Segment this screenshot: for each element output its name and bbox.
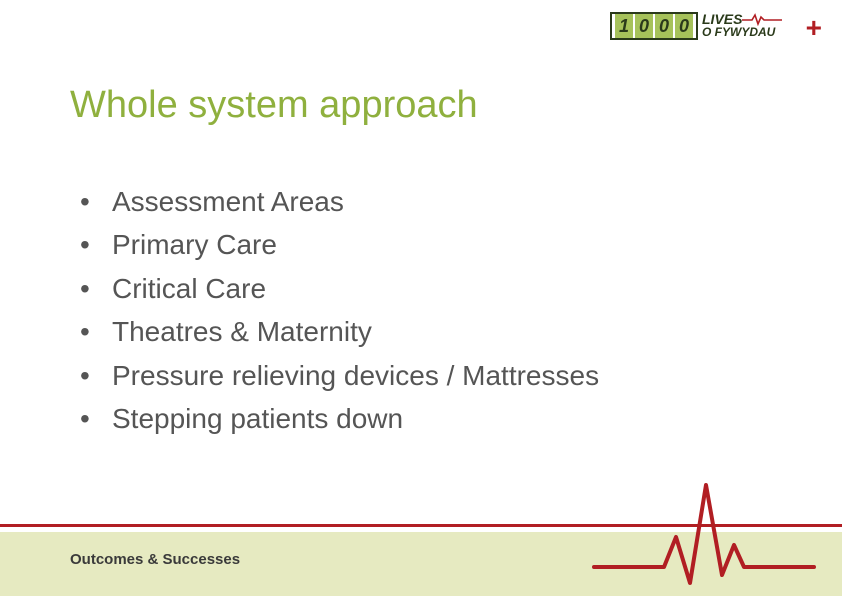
slide: 1 0 0 0 LIVES O FYWYDAU + Whole system a… — [0, 0, 842, 596]
list-item: Theatres & Maternity — [78, 310, 599, 353]
bullet-list: Assessment Areas Primary Care Critical C… — [78, 180, 599, 440]
logo-digit: 0 — [675, 14, 693, 38]
logo-text: LIVES O FYWYDAU — [702, 12, 782, 38]
logo-line2: O FYWYDAU — [702, 26, 782, 38]
logo-digit-box: 1 0 0 0 — [610, 12, 698, 40]
list-item: Primary Care — [78, 223, 599, 266]
ecg-icon — [594, 475, 814, 585]
logo-digit: 0 — [655, 14, 673, 38]
slide-title: Whole system approach — [70, 84, 478, 127]
footer-text: Outcomes & Successes — [70, 551, 240, 568]
list-item: Assessment Areas — [78, 180, 599, 223]
logo-digit: 0 — [635, 14, 653, 38]
list-item: Pressure relieving devices / Mattresses — [78, 354, 599, 397]
logo-digit: 1 — [615, 14, 633, 38]
plus-icon: + — [806, 12, 822, 44]
footer: Outcomes & Successes — [0, 524, 842, 596]
list-item: Critical Care — [78, 267, 599, 310]
logo-line1: LIVES — [702, 12, 742, 26]
brand-logo: 1 0 0 0 LIVES O FYWYDAU + — [610, 12, 818, 62]
ecg-icon — [742, 12, 782, 26]
list-item: Stepping patients down — [78, 397, 599, 440]
